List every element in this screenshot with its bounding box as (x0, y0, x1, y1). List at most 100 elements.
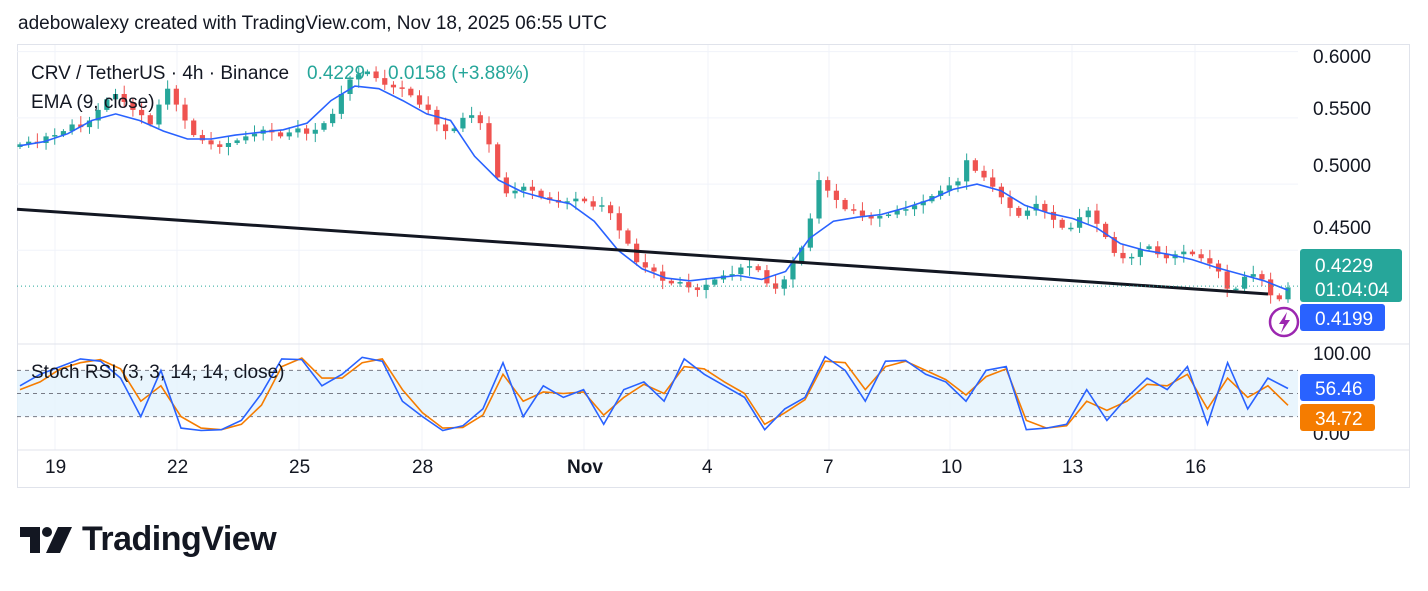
stoch-k-badge (1300, 374, 1375, 401)
candle-body (851, 209, 857, 211)
candle-body (477, 115, 483, 124)
candle-body (859, 210, 866, 216)
candle (191, 118, 197, 138)
tradingview-logo-text: TradingView (82, 520, 277, 558)
time-label-4: 4 (702, 457, 713, 478)
candle (165, 80, 171, 110)
candle (121, 85, 127, 108)
candle (625, 228, 631, 246)
ema-value-badge (1300, 304, 1385, 331)
candle (833, 183, 839, 209)
candle-body (1163, 254, 1170, 259)
tradingview-logo[interactable]: TradingView (20, 520, 277, 559)
candle (972, 158, 978, 173)
candle-body (1268, 279, 1274, 296)
candle (469, 106, 475, 124)
candle (1068, 222, 1074, 232)
candle (938, 185, 944, 200)
candle (373, 66, 379, 82)
candle-body (373, 71, 379, 79)
time-label-19: 19 (45, 457, 66, 478)
stoch-d-value: 34.72 (1315, 409, 1363, 430)
candle-body (1259, 274, 1265, 280)
candle-body (1129, 256, 1135, 259)
time-label-nov: Nov (567, 457, 603, 478)
candle (599, 196, 605, 212)
candle-body (225, 143, 232, 147)
chart-frame[interactable] (17, 44, 1410, 488)
candle (1085, 206, 1091, 224)
candle-body (1068, 227, 1074, 230)
candle-body (60, 131, 67, 136)
lightning-icon[interactable] (1268, 306, 1300, 338)
candle-body (425, 104, 431, 110)
candle-body (277, 132, 284, 137)
candle (703, 277, 709, 299)
candle-body (642, 262, 648, 268)
candle (686, 273, 692, 293)
candle-body (781, 279, 787, 289)
candle-body (26, 141, 32, 145)
candle (816, 171, 822, 224)
candle (416, 90, 423, 109)
candle (1259, 270, 1265, 287)
candle-body (1033, 203, 1039, 211)
candle-body (668, 280, 674, 284)
candle-body (903, 209, 909, 211)
candle-body (338, 94, 344, 114)
candle (1103, 221, 1109, 240)
candle (1155, 241, 1161, 258)
candle-body (1198, 254, 1204, 259)
candle-body (69, 124, 75, 132)
candle (1172, 250, 1178, 265)
candle-body (1024, 210, 1031, 216)
candle-body (495, 144, 501, 178)
candle (451, 126, 457, 134)
candle (399, 80, 405, 98)
candle (147, 113, 153, 127)
candle-body (833, 190, 839, 200)
candle-body (616, 213, 622, 231)
candle-body (764, 270, 770, 284)
candle (946, 177, 952, 196)
candle-body (938, 190, 944, 196)
candle (495, 142, 501, 180)
candle (859, 202, 866, 222)
candle (130, 98, 136, 117)
candle-body (95, 109, 101, 121)
candle (434, 106, 440, 132)
stoch-rsi-label: Stoch RSI (3, 3, 14, 14, close) (31, 362, 284, 383)
candle-body (1207, 258, 1213, 264)
candle-body (1103, 223, 1109, 238)
candle-body (868, 215, 874, 219)
candle-body (981, 170, 987, 178)
candle (95, 103, 101, 129)
time-label-16: 16 (1185, 457, 1206, 478)
candle-body (469, 115, 475, 118)
candle-body (1120, 252, 1126, 259)
candle (616, 206, 622, 239)
price-tick-4: 0.4500 (1313, 218, 1371, 239)
candle-body (1224, 271, 1230, 289)
candle (1250, 265, 1256, 282)
candle-body (451, 128, 457, 132)
candle (225, 136, 232, 156)
candle (842, 197, 848, 212)
candle-body (442, 124, 449, 132)
candle-body (208, 140, 214, 145)
candle (894, 205, 900, 219)
candle (877, 209, 883, 227)
trendline[interactable] (16, 207, 1269, 296)
candle (668, 278, 674, 286)
candle-body (217, 144, 223, 147)
candle (1276, 293, 1282, 302)
candle-body (86, 120, 93, 128)
candle-body (1137, 248, 1143, 257)
candle-body (1285, 287, 1291, 300)
candle-body (138, 109, 145, 116)
candle-body (182, 104, 188, 121)
candle-body (243, 136, 249, 141)
candle-body (677, 282, 683, 284)
candle-body (790, 263, 796, 280)
